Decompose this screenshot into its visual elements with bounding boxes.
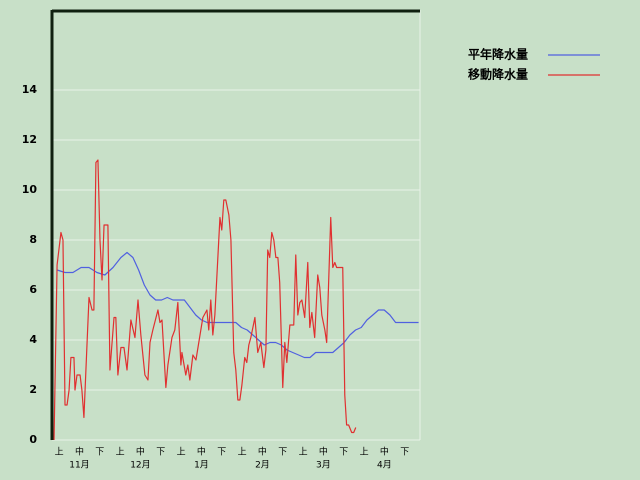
y-tick-label: 0: [29, 433, 37, 446]
x-tick-label: 上: [238, 447, 247, 458]
x-tick-label: 上: [55, 447, 64, 458]
month-label: 3月: [316, 460, 331, 471]
x-tick-label: 上: [299, 447, 308, 458]
x-tick-label: 上: [116, 447, 125, 458]
x-tick-label: 中: [380, 446, 389, 458]
x-tick-label: 上: [360, 447, 369, 458]
y-tick-label: 10: [22, 183, 38, 196]
x-tick-label: 下: [95, 448, 104, 458]
x-tick-label: 中: [75, 446, 84, 458]
legend-label: 平年降水量: [468, 47, 528, 62]
x-tick-label: 下: [339, 448, 348, 458]
month-label: 12月: [130, 460, 150, 471]
x-tick-label: 下: [156, 448, 165, 458]
x-tick-label: 中: [197, 446, 206, 458]
x-tick-label: 中: [319, 446, 328, 458]
month-label: 4月: [377, 460, 392, 471]
x-tick-label: 中: [136, 446, 145, 458]
series-line: [53, 159, 357, 441]
x-tick-label: 中: [258, 446, 267, 458]
x-tick-label: 下: [278, 448, 287, 458]
legend-label: 移動降水量: [468, 67, 528, 82]
y-tick-label: 8: [29, 233, 37, 246]
month-label: 11月: [69, 460, 89, 471]
y-tick-label: 4: [29, 333, 37, 346]
y-tick-label: 14: [22, 83, 38, 96]
series-line: [56, 251, 419, 359]
month-label: 2月: [255, 460, 270, 471]
y-tick-label: 2: [29, 383, 37, 396]
y-tick-label: 12: [22, 133, 37, 146]
x-tick-label: 下: [217, 448, 226, 458]
y-tick-label: 6: [29, 283, 37, 296]
x-tick-label: 下: [400, 448, 409, 458]
x-tick-label: 上: [177, 447, 186, 458]
month-label: 1月: [194, 460, 209, 471]
